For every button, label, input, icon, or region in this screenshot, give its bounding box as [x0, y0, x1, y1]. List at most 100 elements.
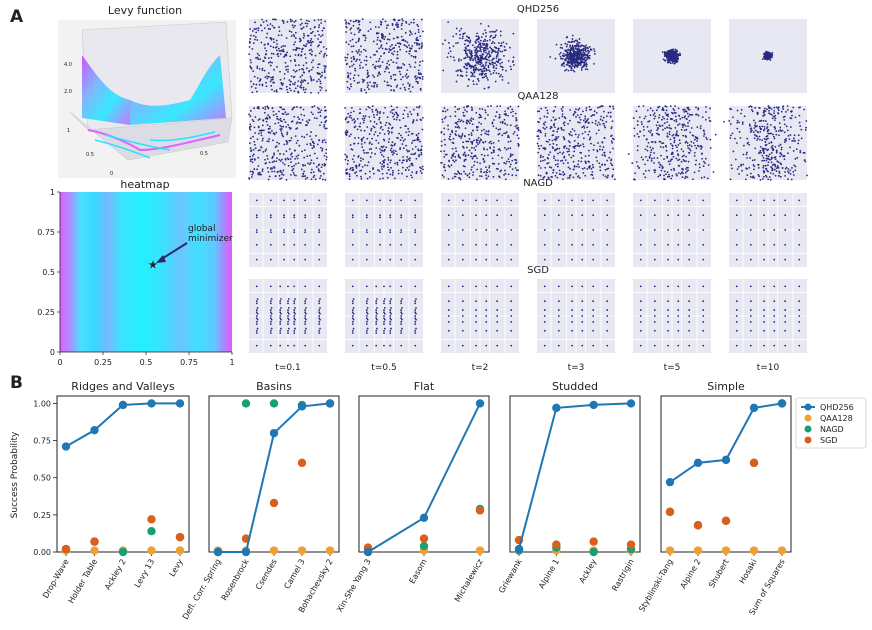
marker-qhd256	[175, 399, 185, 408]
marker-qhd256	[147, 399, 156, 408]
subplot-title: Studded	[552, 380, 598, 393]
snapshot-row-title: QHD256	[517, 4, 559, 15]
category-label: Ackley 2	[103, 558, 128, 592]
snapshot-cell	[248, 18, 328, 94]
snapshot-cell	[537, 279, 615, 353]
category-label: Griewank	[497, 557, 524, 595]
annotation-line-1: global	[188, 224, 215, 234]
marker-qhd256	[325, 399, 335, 408]
marker-qhd256	[665, 477, 675, 487]
heatmap-ytick: 0.75	[37, 228, 55, 237]
snapshot-cell	[345, 193, 423, 267]
panel-label-b: B	[10, 373, 23, 393]
levy-heatmap: heatmap 00 0.25 0.25 0.5 0.5 0.75 0.75 1 1 ★ glo…	[37, 178, 234, 367]
heatmap-ytick: 1	[50, 188, 55, 197]
marker-qhd256	[693, 458, 703, 468]
snapshot-cell	[345, 279, 423, 353]
time-label: t=5	[664, 363, 681, 373]
y-tick-label: 0.50	[33, 474, 51, 483]
y-axis-label: Success Probability	[10, 431, 20, 518]
marker-nagd	[147, 527, 156, 536]
marker-qaa128	[721, 546, 731, 555]
subplot-title: Ridges and Valleys	[71, 380, 175, 393]
snapshot-row-title: SGD	[527, 265, 549, 276]
category-label: Levy 13	[133, 558, 157, 590]
heatmap-ytick: 0.5	[42, 268, 55, 277]
marker-qhd256	[589, 400, 598, 410]
snapshot-cell	[537, 19, 615, 93]
marker-qhd256	[552, 403, 561, 413]
heatmap-xtick: 0.5	[140, 358, 153, 367]
snapshot-cell	[248, 105, 328, 181]
marker-sgd	[665, 507, 675, 517]
time-label: t=10	[757, 363, 780, 373]
heatmap-title: heatmap	[120, 178, 169, 191]
category-label: Alpine 2	[679, 558, 703, 591]
marker-qhd256	[269, 428, 279, 438]
marker-qhd256	[61, 442, 71, 451]
snapshot-row-title: NAGD	[523, 178, 553, 189]
marker-sgd	[589, 537, 598, 546]
line-qhd256	[518, 402, 632, 550]
marker-sgd	[269, 498, 279, 508]
marker-qhd256	[241, 547, 251, 557]
marker-sgd	[61, 544, 71, 554]
snapshot-cell	[441, 193, 519, 267]
snapshot-cell	[729, 279, 807, 353]
subplot-title: Basins	[256, 380, 292, 393]
success-probability-chart: Success Probability Ridges and Valleys 0.0…	[10, 380, 867, 622]
subplot-title: Flat	[414, 380, 435, 393]
subplot: Studded Griewank Alpine 1 Ackley Rastrigin	[497, 380, 641, 595]
time-label: t=0.1	[275, 363, 300, 373]
snapshot-cell	[633, 279, 711, 353]
time-label: t=0.5	[371, 363, 396, 373]
marker-sgd	[749, 458, 759, 468]
snapshot-cell	[728, 105, 808, 181]
marker-qhd256	[514, 544, 524, 554]
marker-sgd	[721, 516, 731, 525]
subplot: Flat Xin-She Yang 3 Easom Michalewicz	[335, 380, 490, 614]
category-label: Ackley	[577, 557, 598, 584]
snapshot-cell	[633, 193, 711, 267]
subplot: Simple Styblinski-Tang Alpine 2 Shubert Hosa…	[637, 380, 792, 617]
marker-qaa128	[693, 546, 703, 555]
panel-label-a: A	[10, 7, 24, 27]
category-label: Rosenbrock	[220, 557, 251, 602]
category-label: Hosaki	[738, 558, 759, 586]
subplot-title: Simple	[707, 380, 745, 393]
annotation-arrow	[159, 242, 188, 261]
snapshot-cell	[249, 279, 327, 353]
snapshot-cell	[627, 105, 725, 181]
marker-qaa128	[147, 546, 156, 555]
y-tick-label: 0.00	[33, 548, 51, 557]
marker-qaa128	[297, 546, 307, 555]
marker-sgd	[693, 521, 703, 530]
category-label: Alpine 1	[537, 558, 561, 591]
y-tick-label: 0.75	[33, 437, 51, 446]
marker-sgd	[175, 532, 185, 542]
category-label: Holder Table	[67, 557, 100, 605]
marker-qhd256	[213, 547, 223, 557]
legend-entry: QAA128	[820, 414, 853, 423]
category-label: Shubert	[707, 558, 731, 590]
marker-qhd256	[475, 399, 485, 408]
marker-qhd256	[777, 399, 787, 408]
snapshot-cell	[440, 105, 520, 181]
category-label: Defl. Corr. Spring	[181, 558, 223, 622]
surface-tick-x3: 0	[110, 171, 113, 177]
snapshot-cell	[249, 193, 327, 267]
snapshot-cell	[441, 279, 519, 353]
y-tick-label: 1.00	[33, 399, 51, 408]
marker-qhd256	[749, 403, 759, 413]
marker-nagd	[118, 547, 128, 557]
snapshot-cell	[344, 18, 424, 94]
snapshot-cell	[729, 193, 807, 267]
heatmap-xtick: 0.25	[94, 358, 112, 367]
time-label: t=3	[568, 363, 585, 373]
levy-surface-plot: Levy function 4.0 2.0 1 0.5 0 0.5	[58, 4, 236, 178]
marker-sgd	[552, 540, 561, 549]
snapshot-row-title: QAA128	[518, 91, 559, 102]
legend: QHD256 QAA128 NAGD SGD	[795, 397, 867, 449]
category-label: Levy	[168, 557, 185, 578]
